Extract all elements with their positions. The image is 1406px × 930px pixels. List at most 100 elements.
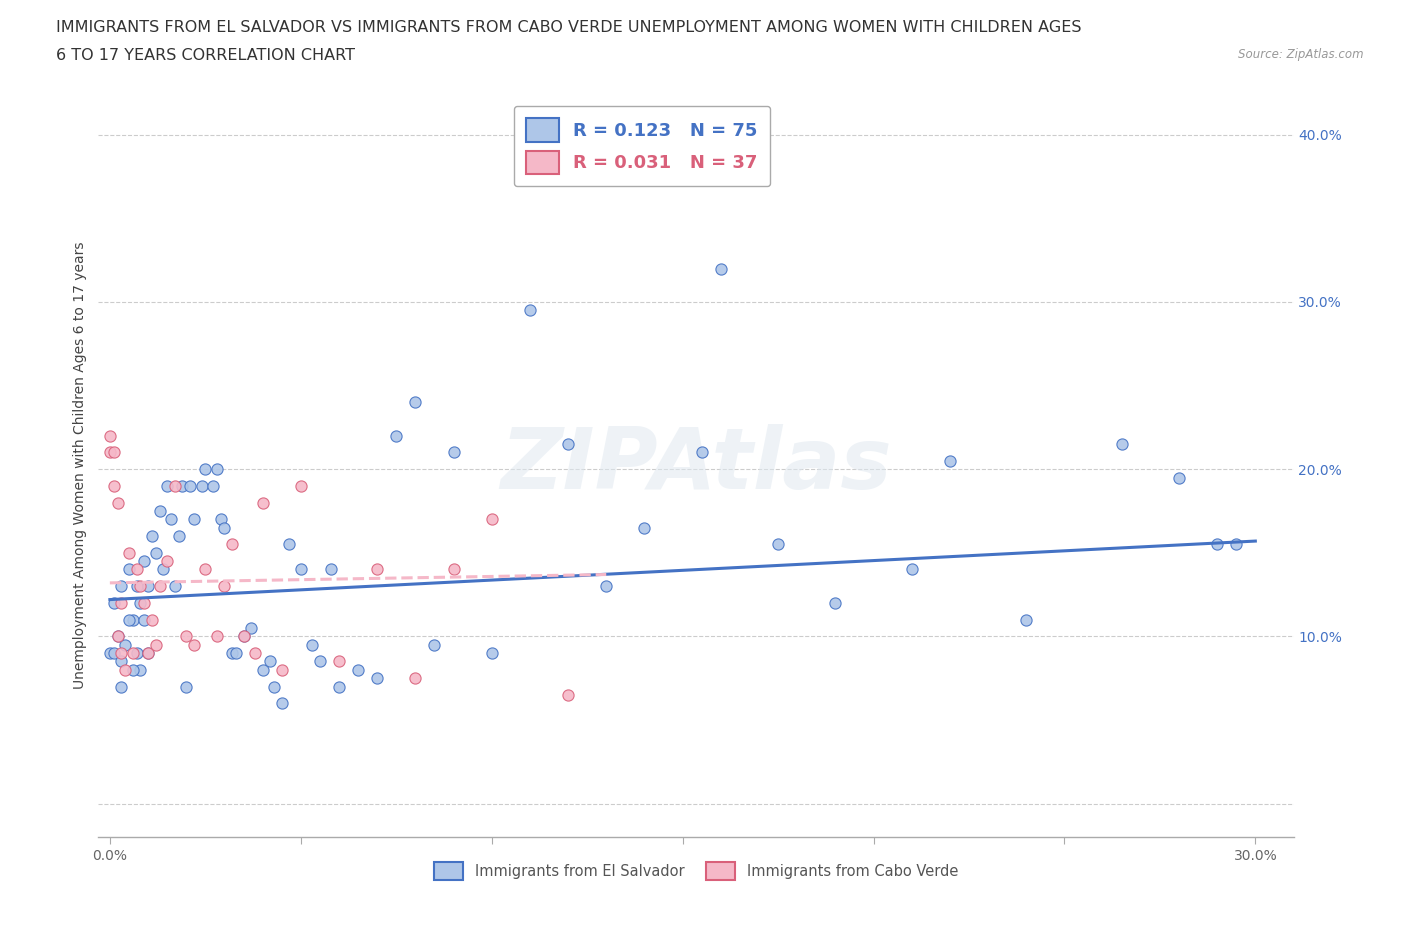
Point — [1206, 537, 1229, 551]
Point — [194, 461, 217, 476]
Point — [125, 645, 148, 660]
Point — [214, 520, 236, 535]
Y-axis label: Unemployment Among Women with Children Ages 6 to 17 years: Unemployment Among Women with Children A… — [73, 241, 87, 689]
Point — [1225, 537, 1247, 551]
Point — [939, 454, 962, 469]
Point — [141, 612, 163, 627]
Point — [114, 637, 136, 652]
Point — [129, 595, 152, 610]
Point — [129, 578, 152, 593]
Point — [98, 429, 121, 444]
Point — [141, 528, 163, 543]
Point — [179, 478, 201, 493]
Point — [156, 478, 179, 493]
Point — [443, 562, 465, 577]
Point — [136, 645, 159, 660]
Legend: Immigrants from El Salvador, Immigrants from Cabo Verde: Immigrants from El Salvador, Immigrants … — [427, 856, 965, 885]
Point — [163, 578, 186, 593]
Point — [152, 562, 174, 577]
Point — [172, 478, 194, 493]
Point — [121, 612, 143, 627]
Point — [107, 629, 129, 644]
Point — [290, 562, 312, 577]
Point — [110, 645, 132, 660]
Point — [259, 654, 281, 669]
Point — [252, 495, 274, 510]
Point — [183, 512, 205, 526]
Point — [110, 654, 132, 669]
Point — [103, 645, 125, 660]
Point — [118, 545, 141, 560]
Point — [595, 578, 617, 593]
Point — [557, 687, 579, 702]
Point — [404, 395, 426, 410]
Point — [232, 629, 254, 644]
Point — [1015, 612, 1038, 627]
Point — [118, 562, 141, 577]
Text: Source: ZipAtlas.com: Source: ZipAtlas.com — [1239, 48, 1364, 61]
Point — [321, 562, 343, 577]
Point — [110, 595, 132, 610]
Point — [824, 595, 846, 610]
Point — [423, 637, 446, 652]
Point — [167, 528, 190, 543]
Point — [136, 578, 159, 593]
Point — [103, 478, 125, 493]
Point — [225, 645, 247, 660]
Point — [148, 503, 170, 518]
Point — [209, 512, 232, 526]
Point — [328, 654, 350, 669]
Point — [125, 562, 148, 577]
Point — [129, 662, 152, 677]
Point — [134, 553, 156, 568]
Point — [136, 645, 159, 660]
Point — [190, 478, 212, 493]
Point — [270, 696, 292, 711]
Point — [557, 437, 579, 452]
Point — [134, 612, 156, 627]
Point — [110, 578, 132, 593]
Point — [98, 645, 121, 660]
Point — [443, 445, 465, 460]
Text: IMMIGRANTS FROM EL SALVADOR VS IMMIGRANTS FROM CABO VERDE UNEMPLOYMENT AMONG WOM: IMMIGRANTS FROM EL SALVADOR VS IMMIGRANT… — [56, 20, 1081, 35]
Point — [537, 161, 560, 176]
Point — [290, 478, 312, 493]
Point — [481, 645, 503, 660]
Point — [148, 578, 170, 593]
Point — [201, 478, 224, 493]
Point — [145, 545, 167, 560]
Point — [1111, 437, 1133, 452]
Point — [301, 637, 323, 652]
Point — [278, 537, 301, 551]
Point — [519, 303, 541, 318]
Text: 6 TO 17 YEARS CORRELATION CHART: 6 TO 17 YEARS CORRELATION CHART — [56, 48, 356, 63]
Point — [766, 537, 789, 551]
Point — [205, 461, 228, 476]
Text: ZIPAtlas: ZIPAtlas — [501, 423, 891, 507]
Point — [107, 629, 129, 644]
Point — [270, 662, 292, 677]
Point — [900, 562, 922, 577]
Point — [347, 662, 370, 677]
Point — [710, 261, 733, 276]
Point — [263, 679, 285, 694]
Point — [110, 679, 132, 694]
Point — [309, 654, 332, 669]
Point — [98, 445, 121, 460]
Point — [125, 578, 148, 593]
Point — [252, 662, 274, 677]
Point — [156, 553, 179, 568]
Point — [160, 512, 183, 526]
Point — [243, 645, 266, 660]
Point — [481, 512, 503, 526]
Point — [174, 629, 197, 644]
Point — [118, 612, 141, 627]
Point — [194, 562, 217, 577]
Point — [107, 495, 129, 510]
Point — [232, 629, 254, 644]
Point — [121, 662, 143, 677]
Point — [183, 637, 205, 652]
Point — [366, 562, 388, 577]
Point — [633, 520, 655, 535]
Point — [221, 645, 243, 660]
